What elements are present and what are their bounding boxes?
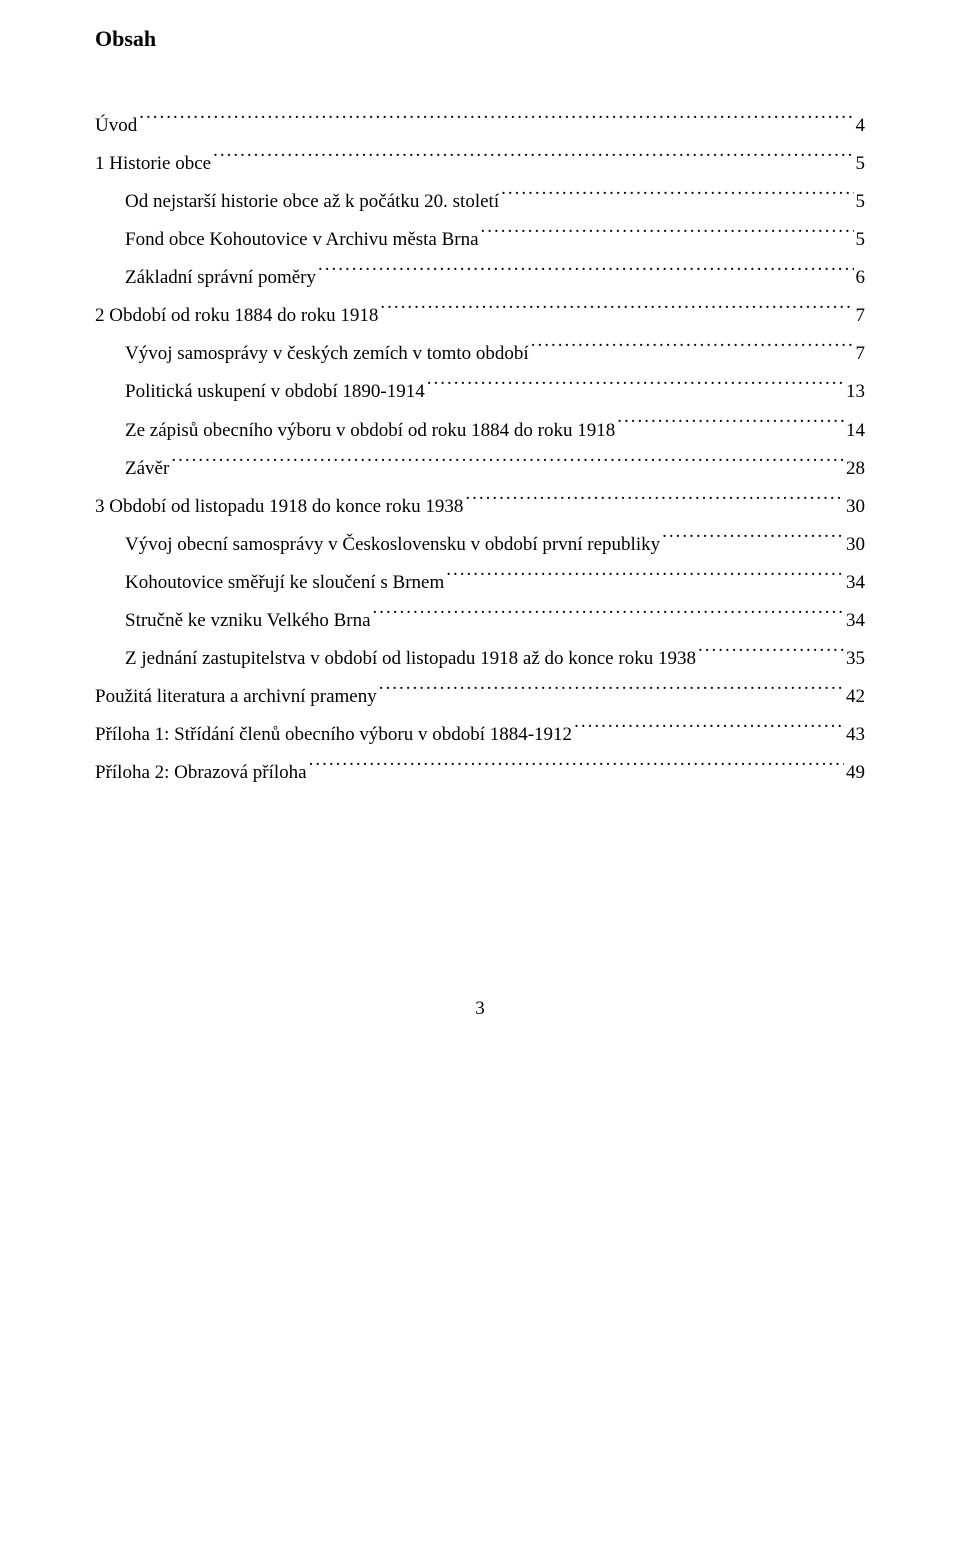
toc-entry-label: Základní správní poměry: [125, 260, 316, 296]
toc-leader-dots: [501, 188, 853, 207]
toc-entry-page: 7: [856, 298, 866, 334]
toc-entry-label: Od nejstarší historie obce až k počátku …: [125, 184, 499, 220]
toc-entry-page: 34: [846, 603, 865, 639]
toc-leader-dots: [380, 302, 853, 321]
toc-entry-page: 5: [856, 222, 866, 258]
toc-leader-dots: [427, 378, 844, 397]
toc-leader-dots: [171, 455, 844, 474]
toc-entry-page: 42: [846, 679, 865, 715]
toc-entry-label: Příloha 1: Střídání členů obecního výbor…: [95, 717, 572, 753]
toc-entry-page: 6: [856, 260, 866, 296]
toc-entry-page: 5: [856, 146, 866, 182]
toc-entry-page: 34: [846, 565, 865, 601]
toc-leader-dots: [698, 645, 844, 664]
toc-entry: Politická uskupení v období 1890-1914 13: [95, 374, 865, 410]
toc-entry-page: 35: [846, 641, 865, 677]
toc-entry: Příloha 1: Střídání členů obecního výbor…: [95, 717, 865, 753]
toc-entry-label: 2 Období od roku 1884 do roku 1918: [95, 298, 378, 334]
toc-entry-page: 14: [846, 413, 865, 449]
toc-entry-label: 3 Období od listopadu 1918 do konce roku…: [95, 489, 463, 525]
toc-leader-dots: [531, 340, 854, 359]
toc-entry: 2 Období od roku 1884 do roku 1918 7: [95, 298, 865, 334]
toc-entry-label: Stručně ke vzniku Velkého Brna: [125, 603, 371, 639]
toc-leader-dots: [617, 417, 844, 436]
toc-entry-label: Ze zápisů obecního výboru v období od ro…: [125, 413, 615, 449]
toc-leader-dots: [373, 607, 844, 626]
toc-entry-label: Vývoj samosprávy v českých zemích v tomt…: [125, 336, 529, 372]
toc-entry: 1 Historie obce 5: [95, 146, 865, 182]
toc-leader-dots: [213, 150, 853, 169]
toc-entry-page: 7: [856, 336, 866, 372]
toc-leader-dots: [481, 226, 854, 245]
toc-leader-dots: [446, 569, 844, 588]
toc-entry: Úvod 4: [95, 108, 865, 144]
toc-entry-page: 4: [856, 108, 866, 144]
toc-entry: Kohoutovice směřují ke sloučení s Brnem 3…: [95, 565, 865, 601]
toc-entry: Vývoj samosprávy v českých zemích v tomt…: [95, 336, 865, 372]
toc-entry: Vývoj obecní samosprávy v Československu…: [95, 527, 865, 563]
toc-leader-dots: [662, 531, 844, 550]
toc-entry-page: 13: [846, 374, 865, 410]
toc-list: Úvod 4 1 Historie obce 5 Od nejstarší histor…: [95, 108, 865, 792]
toc-leader-dots: [465, 493, 844, 512]
toc-entry-label: Politická uskupení v období 1890-1914: [125, 374, 425, 410]
toc-entry: 3 Období od listopadu 1918 do konce roku…: [95, 489, 865, 525]
document-page: Obsah Úvod 4 1 Historie obce 5 Od nejstarší …: [0, 0, 960, 1068]
toc-entry-label: Použitá literatura a archivní prameny: [95, 679, 377, 715]
toc-entry-page: 30: [846, 527, 865, 563]
toc-entry-label: 1 Historie obce: [95, 146, 211, 182]
toc-entry: Od nejstarší historie obce až k počátku …: [95, 184, 865, 220]
toc-leader-dots: [309, 759, 844, 778]
toc-entry-page: 28: [846, 451, 865, 487]
toc-heading: Obsah: [95, 18, 865, 60]
toc-entry-page: 5: [856, 184, 866, 220]
toc-entry-label: Z jednání zastupitelstva v období od lis…: [125, 641, 696, 677]
toc-entry-page: 49: [846, 755, 865, 791]
toc-leader-dots: [379, 683, 844, 702]
toc-entry-page: 43: [846, 717, 865, 753]
toc-entry-label: Vývoj obecní samosprávy v Československu…: [125, 527, 660, 563]
toc-entry: Použitá literatura a archivní prameny 42: [95, 679, 865, 715]
toc-entry-label: Závěr: [125, 451, 169, 487]
toc-entry: Ze zápisů obecního výboru v období od ro…: [95, 413, 865, 449]
page-number: 3: [95, 991, 865, 1027]
toc-entry: Závěr 28: [95, 451, 865, 487]
toc-leader-dots: [318, 264, 853, 283]
toc-entry-label: Fond obce Kohoutovice v Archivu města Br…: [125, 222, 479, 258]
toc-entry-page: 30: [846, 489, 865, 525]
toc-entry: Příloha 2: Obrazová příloha 49: [95, 755, 865, 791]
toc-entry-label: Kohoutovice směřují ke sloučení s Brnem: [125, 565, 444, 601]
toc-entry: Z jednání zastupitelstva v období od lis…: [95, 641, 865, 677]
toc-entry: Fond obce Kohoutovice v Archivu města Br…: [95, 222, 865, 258]
toc-leader-dots: [574, 721, 844, 740]
toc-entry-label: Úvod: [95, 108, 137, 144]
toc-leader-dots: [139, 112, 853, 131]
toc-entry: Základní správní poměry 6: [95, 260, 865, 296]
toc-entry-label: Příloha 2: Obrazová příloha: [95, 755, 307, 791]
toc-entry: Stručně ke vzniku Velkého Brna 34: [95, 603, 865, 639]
